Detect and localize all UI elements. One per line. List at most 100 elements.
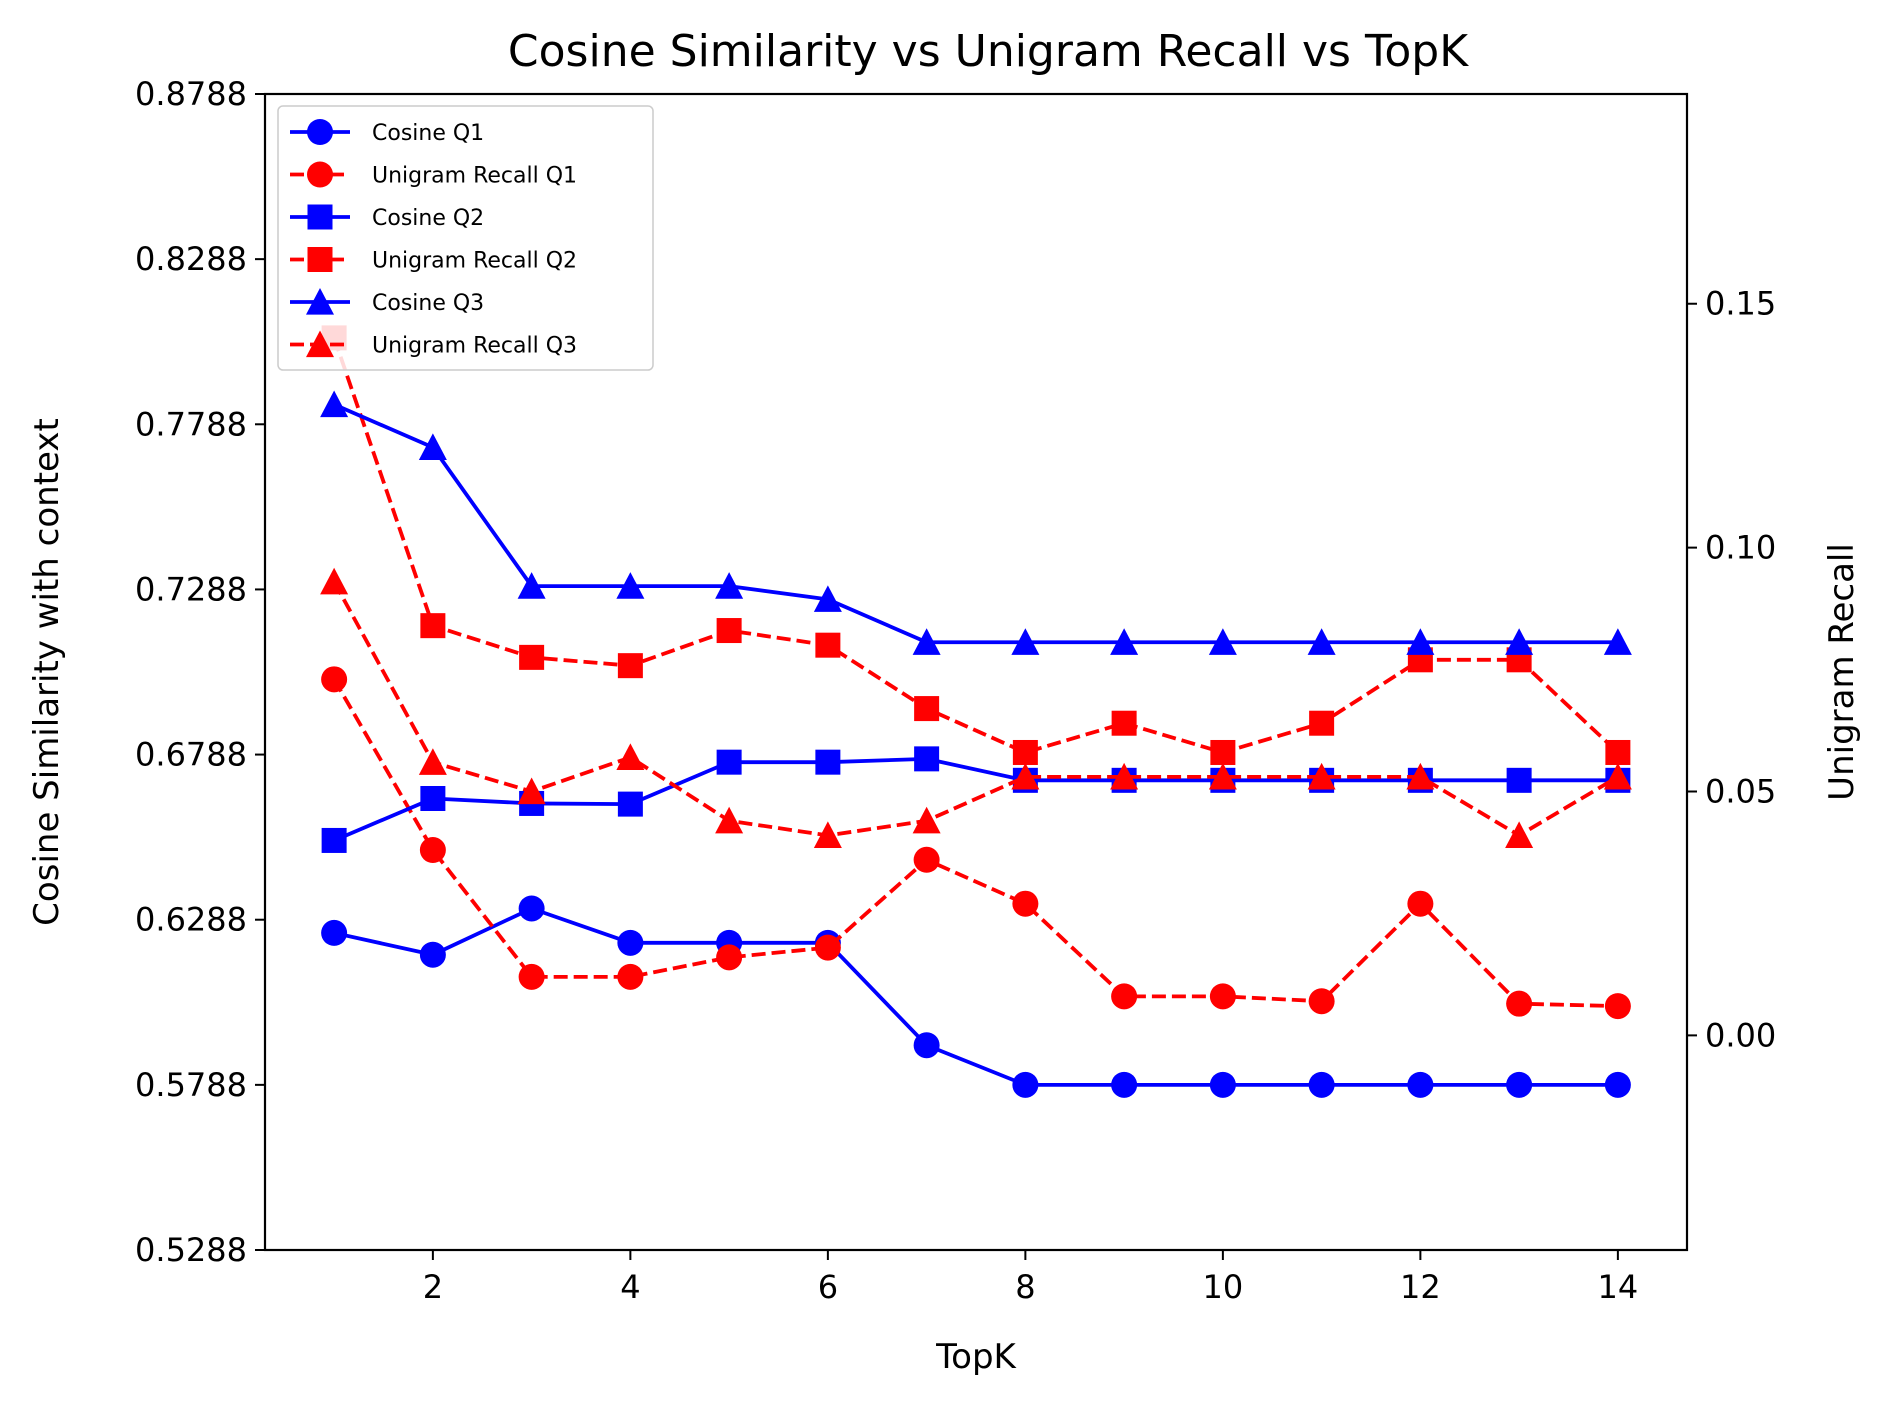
data-point [715, 572, 744, 599]
legend-item: Unigram Recall Q2 [290, 247, 577, 274]
y-left-tick-label: 0.8788 [135, 75, 247, 113]
data-point [617, 963, 644, 990]
data-point [715, 806, 744, 834]
legend-label: Unigram Recall Q3 [372, 334, 577, 359]
x-tick-label: 4 [620, 1268, 640, 1306]
data-point [1506, 767, 1532, 793]
data-point [321, 919, 348, 946]
y-right-tick-label: 0.15 [1705, 285, 1776, 323]
legend-label: Cosine Q1 [372, 121, 484, 146]
data-point [616, 743, 645, 770]
legend-box [277, 105, 654, 371]
legend-item: Unigram Recall Q3 [290, 330, 577, 359]
data-point [1111, 710, 1137, 736]
data-point [1208, 628, 1237, 655]
data-point [1407, 1071, 1434, 1098]
series-line [333, 756, 1618, 843]
data-point [1506, 990, 1533, 1017]
data-point [1111, 983, 1138, 1010]
data-point [914, 746, 940, 772]
data-point [814, 934, 841, 961]
y-left-tick-label: 0.7288 [135, 570, 247, 608]
data-point [321, 666, 348, 693]
data-point [418, 748, 447, 775]
data-point [815, 749, 841, 775]
data-point [518, 895, 545, 922]
y-left-tick-label: 0.8288 [135, 240, 247, 278]
series-line [332, 678, 1618, 1009]
y-left-tick-label: 0.6288 [135, 901, 247, 939]
data-point [1308, 1071, 1335, 1098]
x-tick-label: 10 [1203, 1268, 1244, 1306]
data-point [517, 572, 546, 599]
data-point [518, 963, 545, 990]
legend-label: Unigram Recall Q1 [372, 164, 577, 189]
series-line [333, 402, 1618, 645]
x-axis-label: TopK [935, 1337, 1017, 1377]
series-6 [320, 567, 1632, 849]
data-point [1210, 739, 1236, 765]
data-point [1309, 710, 1335, 736]
legend-label: Unigram Recall Q2 [372, 249, 577, 274]
x-tick-label: 8 [1015, 1268, 1035, 1306]
legend-label: Cosine Q3 [372, 291, 484, 316]
y-axis-right-label: Unigram Recall [1822, 543, 1862, 801]
y-right-tick-label: 0.05 [1705, 773, 1776, 811]
data-point [815, 632, 841, 658]
x-tick-label: 2 [423, 1268, 443, 1306]
data-point [616, 572, 645, 599]
data-point [716, 749, 742, 775]
y-left-tick-label: 0.7788 [135, 405, 247, 443]
data-point [1011, 628, 1040, 655]
legend-item: Cosine Q3 [290, 288, 484, 316]
data-point [419, 941, 446, 968]
data-point [1209, 983, 1236, 1010]
legend-item: Cosine Q1 [290, 119, 484, 146]
legend-marker [307, 247, 333, 272]
y-axis-left-label: Cosine Similarity with context [27, 418, 67, 926]
plot-area [320, 325, 1632, 1098]
data-point [321, 827, 347, 853]
data-point [813, 821, 842, 849]
y-left-tick-label: 0.5288 [135, 1231, 247, 1269]
series-5 [320, 390, 1632, 655]
data-point [1605, 739, 1631, 765]
x-tick-label: 14 [1598, 1268, 1639, 1306]
y-axis-left: 0.5288 0.5788 0.6288 0.6788 0.7288 0.7788 0.82… [135, 75, 265, 1269]
data-point [1505, 821, 1534, 849]
series-line [332, 337, 1620, 755]
series-line [332, 580, 1619, 838]
y-left-tick-label: 0.5788 [135, 1066, 247, 1104]
legend: Cosine Q1 Unigram Recall Q1 Cosine Q2 Unigr… [277, 105, 654, 371]
x-tick-label: 12 [1400, 1268, 1441, 1306]
data-point [519, 644, 545, 670]
legend-item: Cosine Q2 [290, 204, 484, 231]
data-point [1110, 762, 1139, 790]
data-point [1604, 1071, 1631, 1098]
data-point [1111, 1071, 1138, 1098]
data-point [320, 567, 349, 595]
legend-marker [307, 204, 333, 230]
data-point [913, 846, 940, 873]
plot-frame [263, 92, 1689, 1252]
x-tick-label: 6 [818, 1268, 838, 1306]
series-line [333, 906, 1618, 1087]
data-point [1406, 762, 1435, 790]
data-point [420, 613, 446, 639]
legend-item: Unigram Recall Q1 [290, 161, 577, 189]
data-point [913, 1032, 940, 1059]
data-point [912, 628, 941, 655]
data-point [1407, 890, 1434, 917]
data-point [1603, 762, 1632, 790]
data-point [1012, 1071, 1039, 1098]
data-point [1406, 628, 1435, 655]
data-point [1307, 628, 1336, 655]
data-point [1110, 628, 1139, 655]
data-point [420, 785, 446, 811]
data-point [418, 433, 447, 461]
y-right-tick-label: 0.00 [1705, 1016, 1776, 1054]
data-point [419, 837, 446, 864]
legend-marker [307, 119, 333, 145]
data-point [617, 653, 643, 679]
